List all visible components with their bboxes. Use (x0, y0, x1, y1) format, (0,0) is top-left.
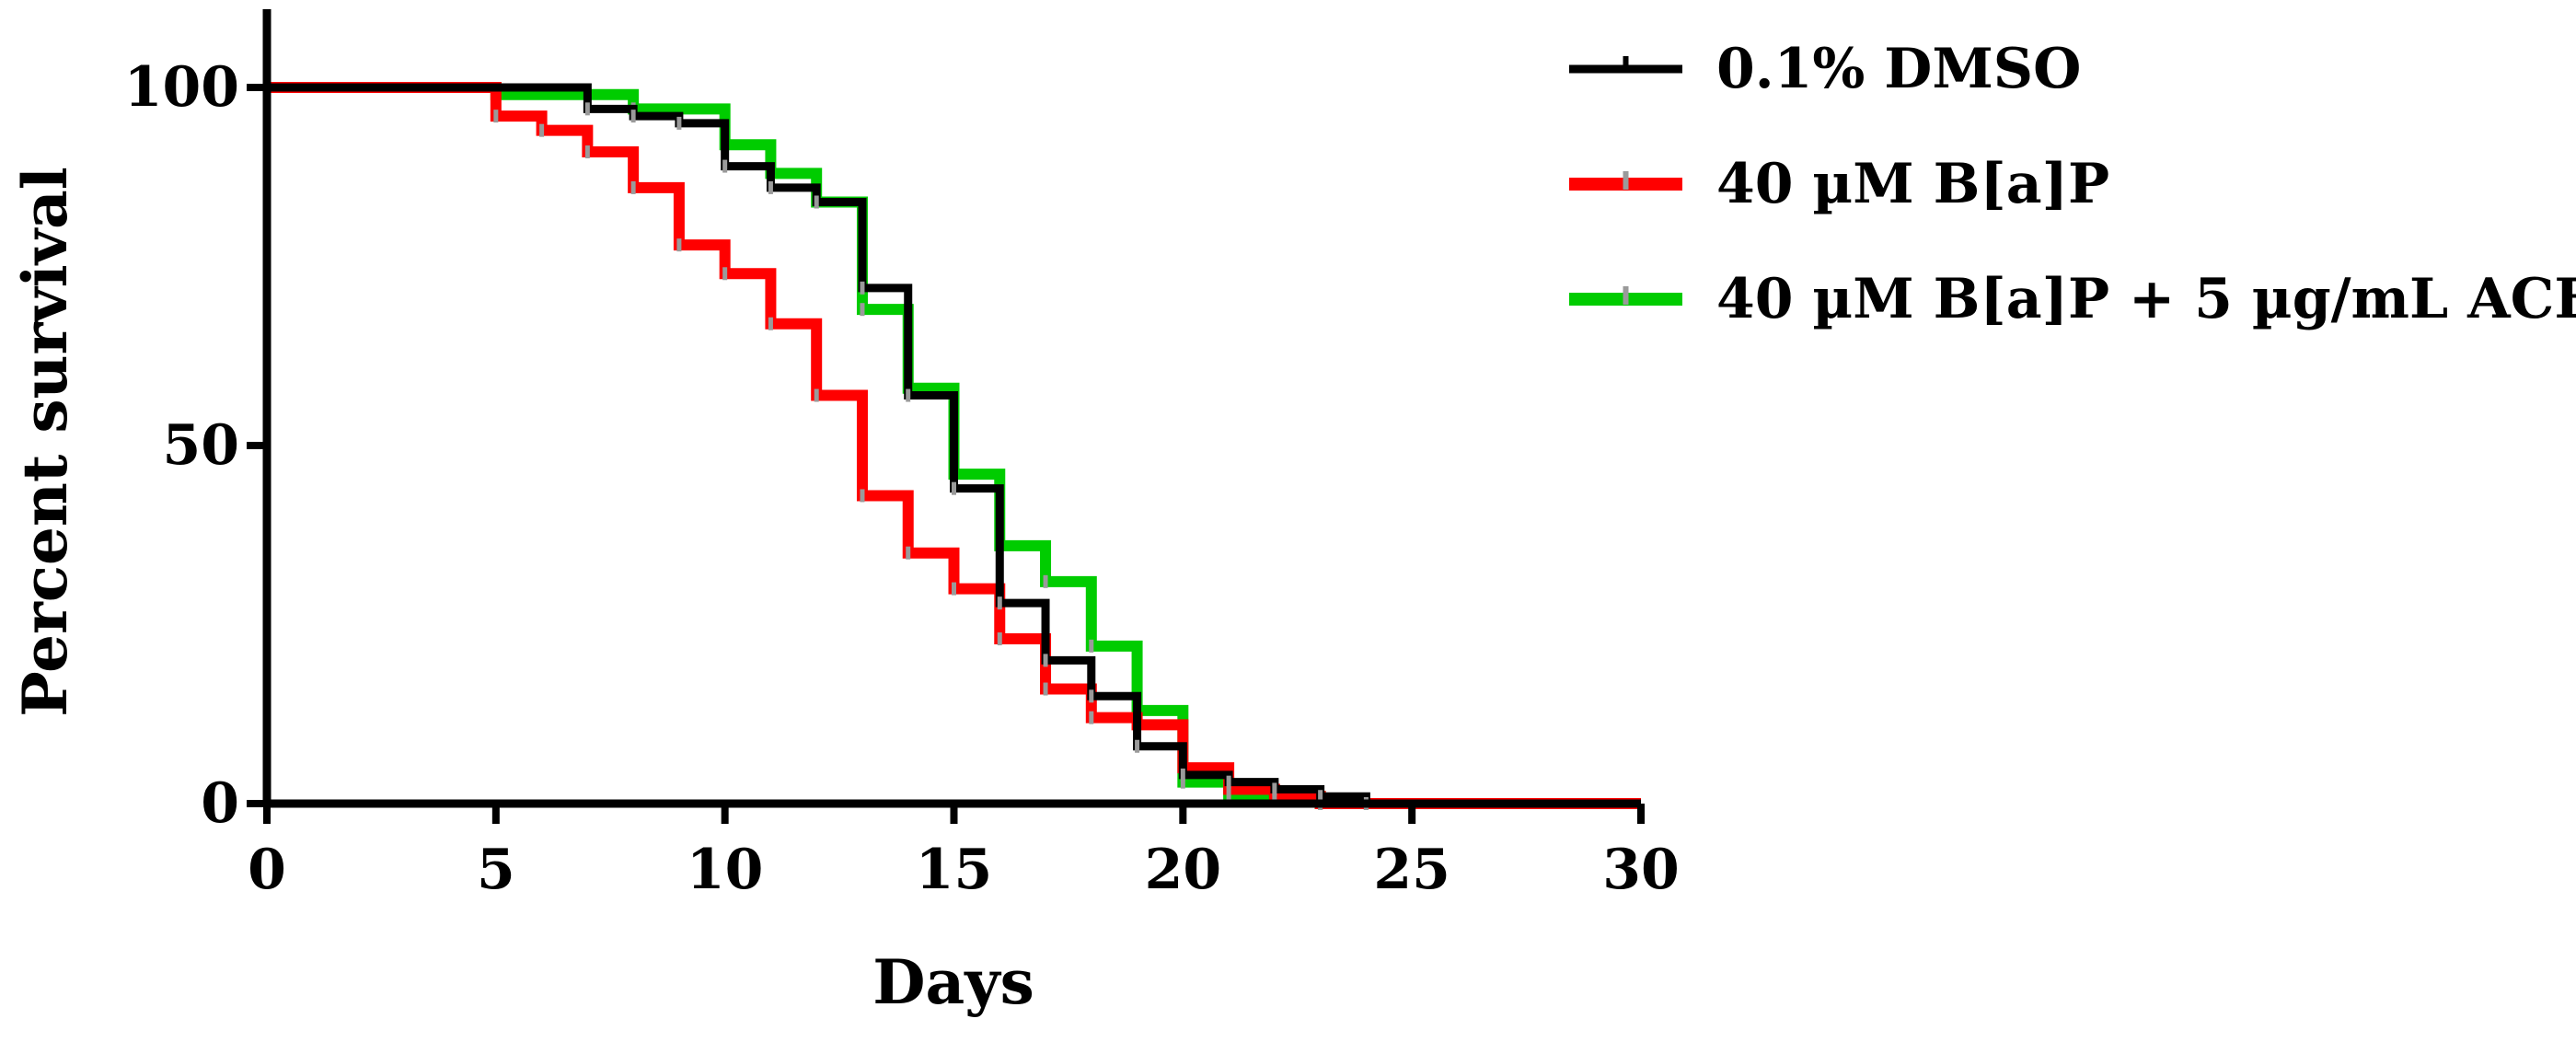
legend: 0.1% DMSO 40 µM B[a]P 40 µM B[a]P + 5 µg/m… (1569, 37, 2576, 331)
legend-label-0: 0.1% DMSO (1716, 37, 2081, 101)
x-tick-label: 10 (687, 838, 764, 902)
series-line-0 (267, 83, 1641, 808)
x-tick-label: 15 (916, 838, 993, 902)
x-tick-label: 30 (1602, 838, 1680, 902)
x-tick-label: 20 (1145, 838, 1222, 902)
y-tick-label: 50 (163, 413, 240, 478)
y-axis-title: Percent survival (9, 167, 81, 717)
x-tick-label: 5 (477, 838, 515, 902)
ticks-layer: 0 5 10 15 20 25 30 0 50 100 (124, 55, 1680, 902)
y-tick-label: 0 (201, 771, 239, 836)
x-tick-label: 0 (248, 838, 286, 902)
legend-label-1: 40 µM B[a]P (1716, 152, 2109, 216)
series-layer (267, 82, 1641, 810)
x-tick-label: 25 (1373, 838, 1450, 902)
legend-label-2: 40 µM B[a]P + 5 µg/mL ACEE (1716, 267, 2576, 331)
x-axis-title: Days (872, 946, 1034, 1018)
y-tick-label: 100 (124, 55, 239, 120)
